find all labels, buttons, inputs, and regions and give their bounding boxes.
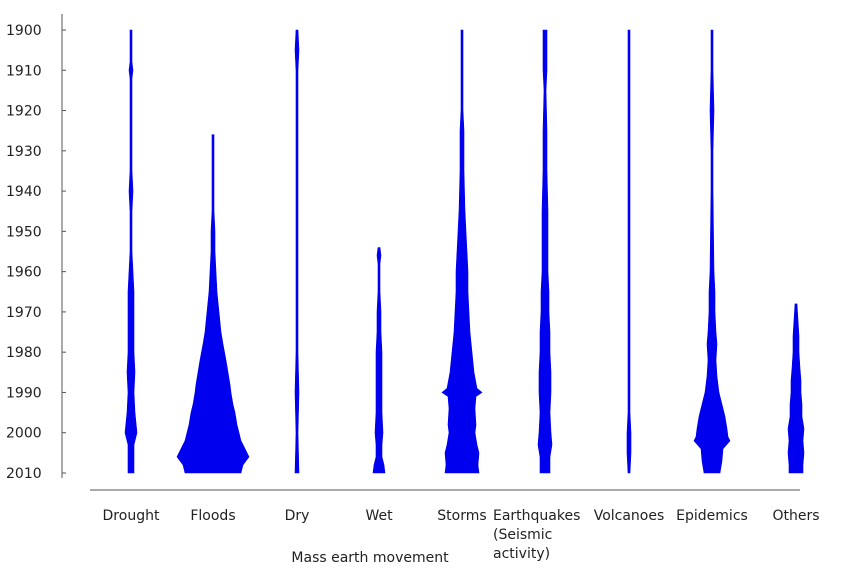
violin-others — [787, 303, 805, 474]
violin-shape — [626, 29, 632, 474]
y-tick-label: 1940 — [6, 184, 42, 200]
y-tick-label: 1990 — [6, 385, 42, 401]
violin-shape — [294, 29, 300, 474]
x-tick-label: Volcanoes — [594, 508, 665, 524]
violin-shape — [441, 29, 483, 474]
violins — [124, 29, 805, 474]
y-tick-label: 1970 — [6, 305, 42, 321]
y-axis: 1900 1910 1920 1930 1940 1950 1960 1970 1980 1990… — [6, 14, 66, 482]
violin-earthquakes — [537, 29, 553, 474]
x-axis: Drought Floods Dry Wet Storms Earthquakes (Sei… — [90, 489, 820, 562]
x-tick-label: Wet — [365, 508, 393, 524]
x-tick-label: Epidemics — [676, 508, 748, 524]
x-tick-label: Dry — [285, 508, 310, 524]
y-tick-label: 1910 — [6, 63, 42, 79]
x-tick-label: Floods — [190, 508, 235, 524]
violin-storms — [441, 29, 483, 474]
y-tick-label: 1980 — [6, 345, 42, 361]
violin-volcanoes — [626, 29, 632, 474]
x-tick-label: Drought — [103, 508, 160, 524]
violin-wet — [372, 247, 386, 474]
violin-shape — [693, 29, 731, 474]
violin-shape — [176, 134, 250, 474]
violin-shape — [124, 29, 138, 474]
y-tick-label: 2010 — [6, 466, 42, 482]
violin-shape — [787, 303, 805, 474]
x-tick-label: Storms — [437, 508, 486, 524]
x-tick-label: Earthquakes — [493, 508, 580, 524]
y-tick-label: 1950 — [6, 224, 42, 240]
y-tick-label: 2000 — [6, 426, 42, 442]
violin-shape — [372, 247, 386, 474]
y-tick-label: 1900 — [6, 23, 42, 39]
x-tick-label: activity) — [493, 546, 550, 562]
violin-dry — [294, 29, 300, 474]
violin-epidemics — [693, 29, 731, 474]
x-axis-title: Mass earth movement — [291, 550, 449, 564]
y-tick-label: 1920 — [6, 104, 42, 120]
y-tick-label: 1960 — [6, 265, 42, 281]
violin-shape — [537, 29, 553, 474]
x-tick-label: (Seismic — [493, 527, 552, 543]
y-tick-label: 1930 — [6, 144, 42, 160]
violin-drought — [124, 29, 138, 474]
violin-floods — [176, 134, 250, 474]
x-tick-label: Others — [772, 508, 819, 524]
